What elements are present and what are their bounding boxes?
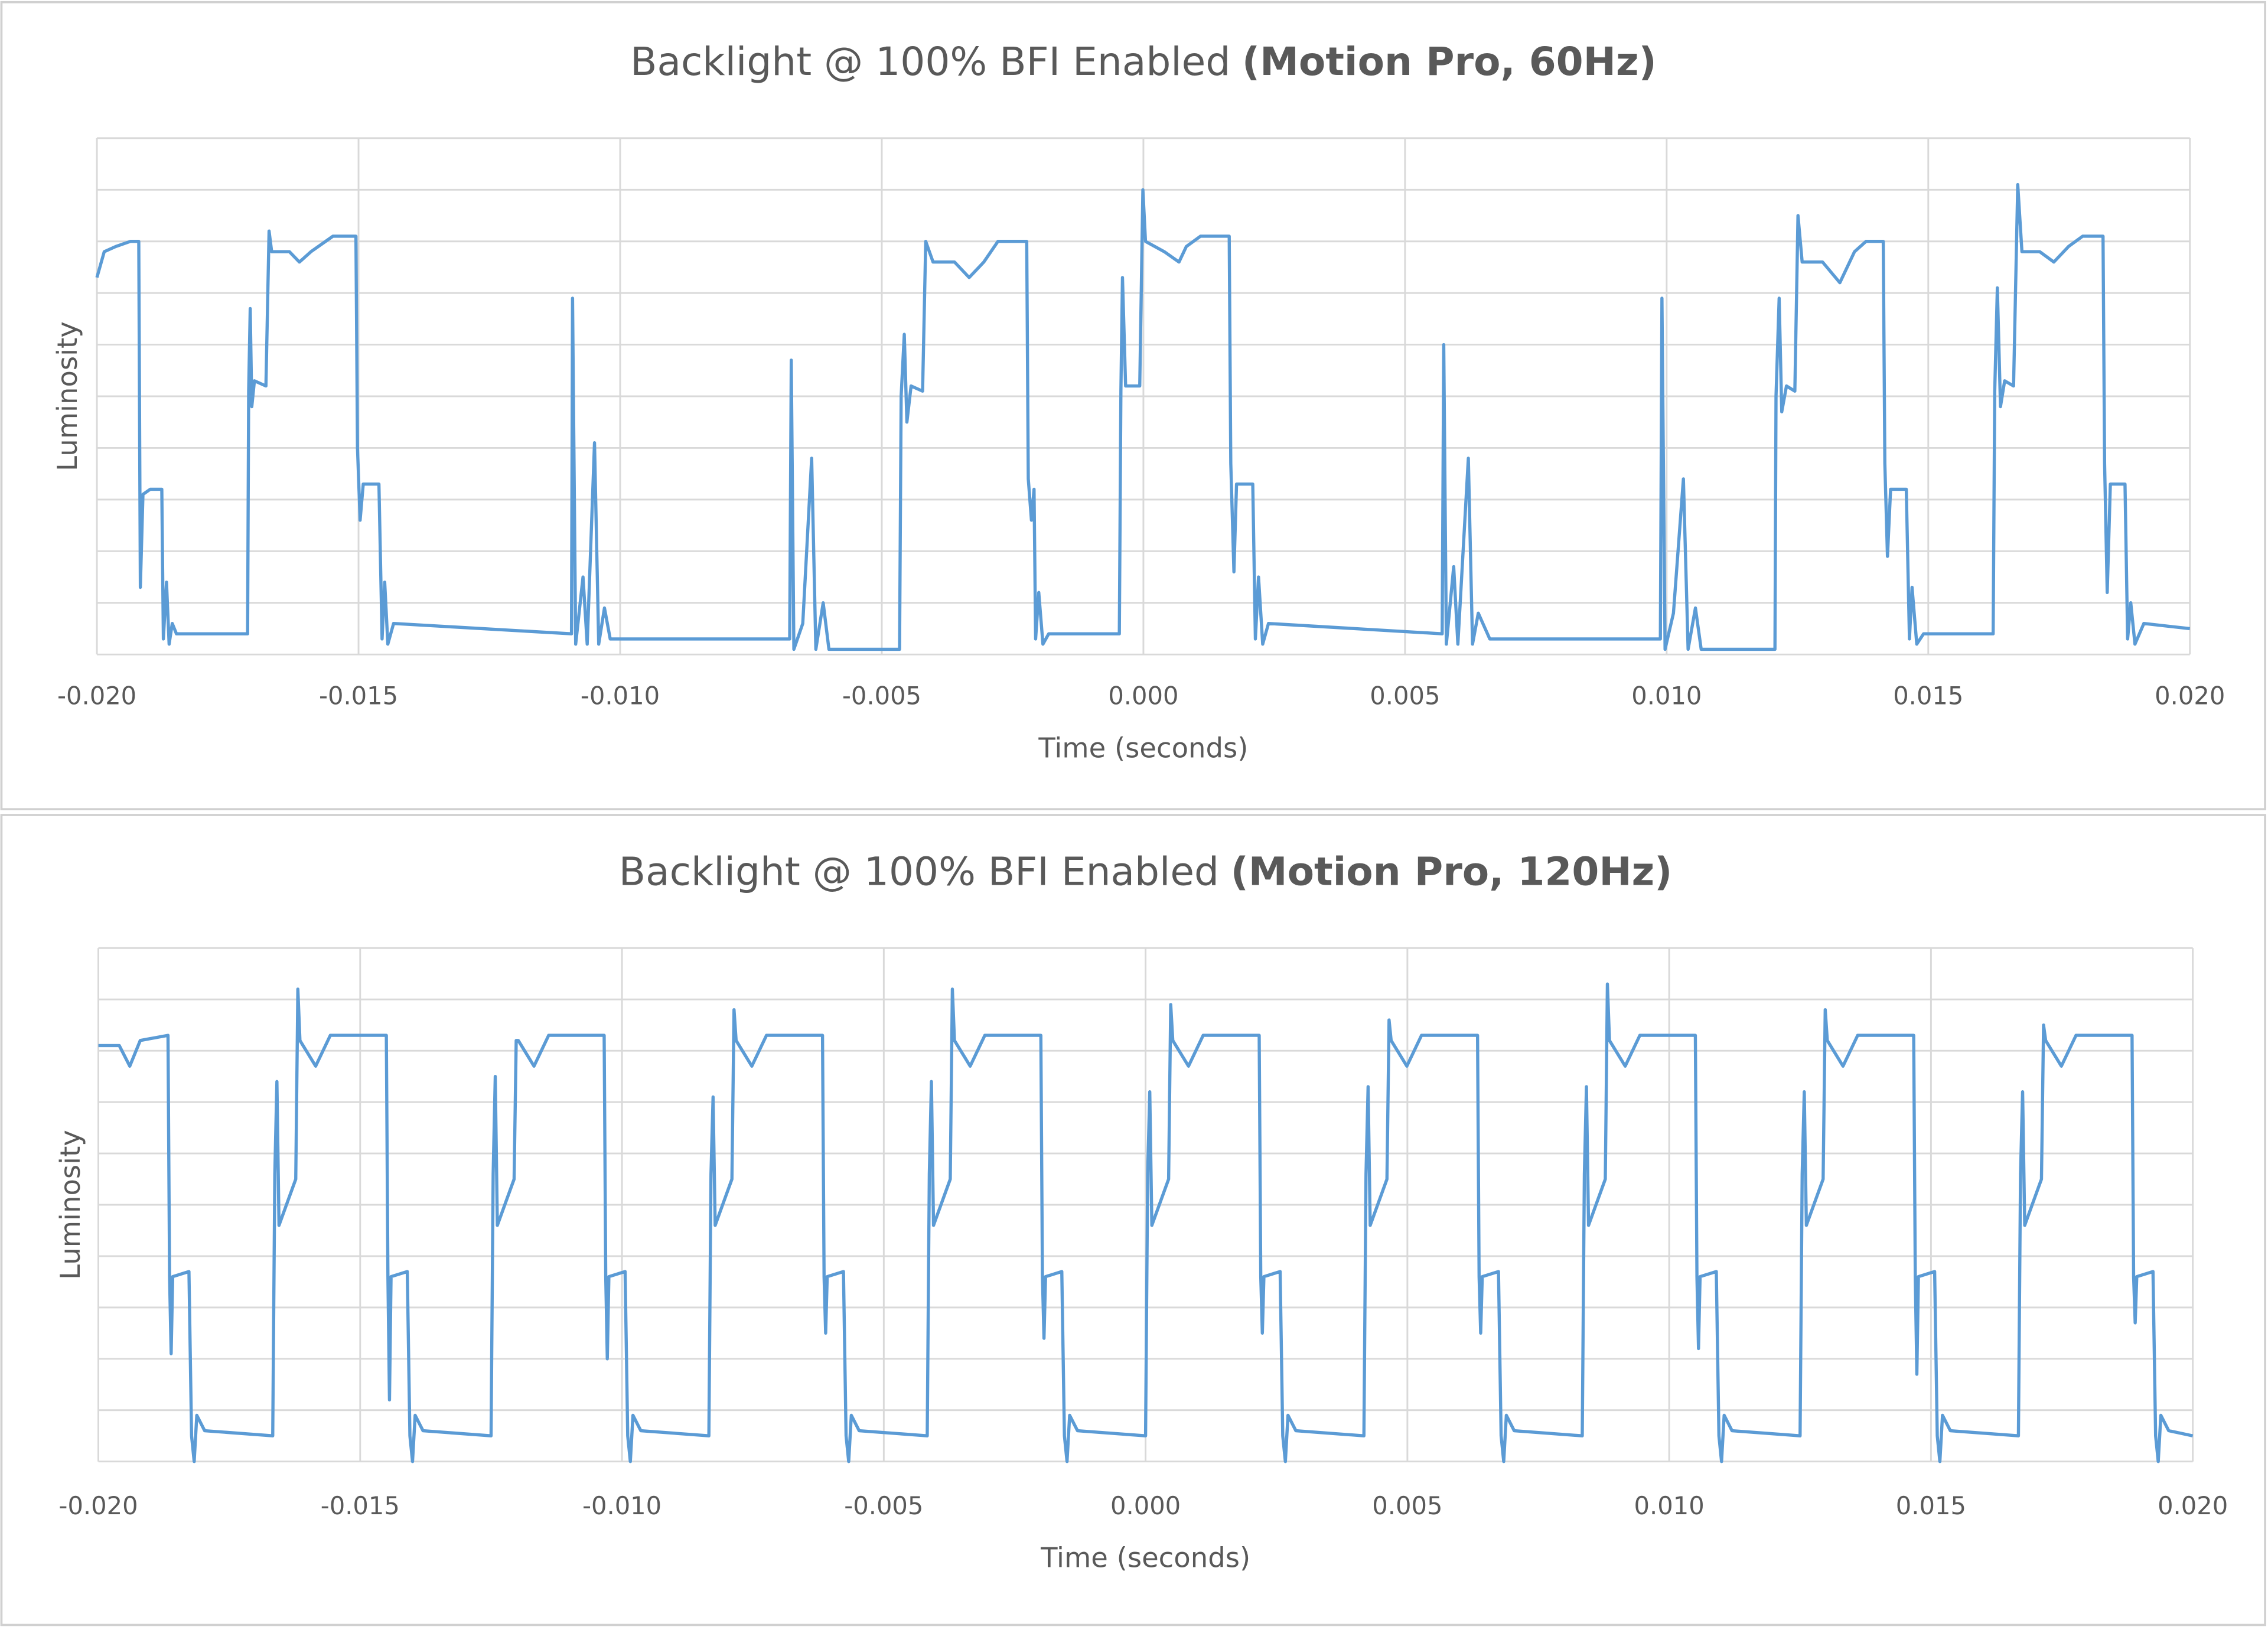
chart-frame (0, 1, 2266, 811)
title-part: Backlight @ 100% BFI Enabled (630, 39, 1230, 84)
chart-title: Backlight @ 100% BFI Enabled (Motion Pro,… (630, 39, 1657, 84)
x-tick-label: 0.005 (1370, 682, 1440, 710)
x-tick-label: 0.005 (1372, 1491, 1442, 1520)
x-tick-label: 0.010 (1634, 1491, 1705, 1520)
x-tick-label: -0.005 (844, 1491, 923, 1520)
x-tick-label: 0.000 (1108, 682, 1178, 710)
data-line (98, 982, 2194, 1463)
chart-panel: Backlight @ 100% BFI Enabled (Motion Pro,… (0, 1, 2266, 811)
title-part: (Motion Pro, 120Hz) (1231, 849, 1673, 894)
x-tick-label: 0.020 (2155, 682, 2225, 710)
title-part: Backlight @ 100% BFI Enabled (619, 849, 1219, 894)
x-tick-label: -0.005 (842, 682, 921, 710)
x-tick-label: -0.010 (582, 1491, 662, 1520)
x-tick-label: 0.020 (2158, 1491, 2228, 1520)
y-axis-title: Luminosity (54, 1130, 86, 1280)
x-tick-label: -0.020 (58, 1491, 138, 1520)
x-tick-label: 0.015 (1893, 682, 1963, 710)
x-axis-title: Time (seconds) (1040, 1542, 1250, 1574)
y-axis-title: Luminosity (51, 321, 83, 471)
x-tick-label: 0.000 (1110, 1491, 1181, 1520)
chart-panel: Backlight @ 100% BFI Enabled (Motion Pro,… (0, 814, 2266, 1626)
x-tick-label: 0.010 (1631, 682, 1702, 710)
data-line (95, 182, 2191, 651)
chart-title: Backlight @ 100% BFI Enabled (Motion Pro,… (619, 849, 1673, 894)
title-part: (Motion Pro, 60Hz) (1242, 39, 1657, 84)
x-axis-title: Time (seconds) (1038, 732, 1248, 764)
x-tick-label: -0.015 (321, 1491, 400, 1520)
x-tick-label: -0.020 (57, 682, 136, 710)
x-tick-label: 0.015 (1896, 1491, 1966, 1520)
chart-frame (0, 814, 2266, 1626)
x-tick-label: -0.010 (581, 682, 660, 710)
x-tick-label: -0.015 (319, 682, 398, 710)
